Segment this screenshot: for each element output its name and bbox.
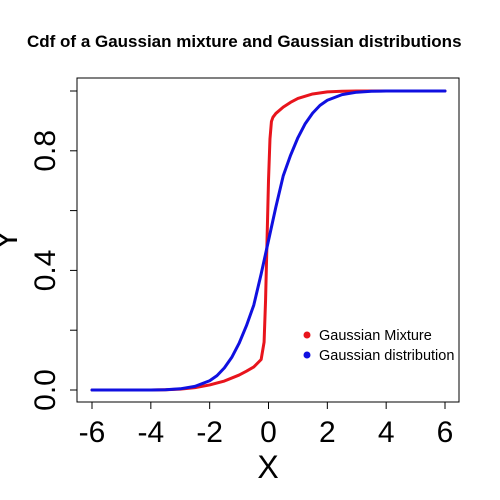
x-tick-label: 0 xyxy=(260,416,277,449)
legend-label-gaussian-mixture: Gaussian Mixture xyxy=(319,328,432,344)
series-line-gaussian-distribution xyxy=(90,89,447,392)
x-tick-label: -6 xyxy=(79,416,106,449)
y-axis-label: Y xyxy=(0,229,24,250)
x-tick-label: -4 xyxy=(137,416,164,449)
legend-label-gaussian-distribution: Gaussian distribution xyxy=(319,348,454,364)
y-tick-label: 0.4 xyxy=(29,250,62,292)
y-tick-label: 0.8 xyxy=(29,130,62,172)
x-axis: -6 -4 -2 0 2 4 6 xyxy=(79,401,454,449)
series-layer xyxy=(90,89,447,392)
y-tick-label: 0.0 xyxy=(29,369,62,411)
x-tick-label: 4 xyxy=(378,416,395,449)
legend-marker-gaussian-distribution xyxy=(303,351,311,359)
x-tick-label: 6 xyxy=(437,416,454,449)
legend-marker-gaussian-mixture xyxy=(303,331,311,339)
chart-title: Cdf of a Gaussian mixture and Gaussian d… xyxy=(27,32,462,51)
legend: Gaussian Mixture Gaussian distribution xyxy=(303,328,454,364)
x-tick-label: -2 xyxy=(196,416,223,449)
y-axis: 0.0 0.4 0.8 xyxy=(29,90,78,411)
x-axis-label: X xyxy=(257,449,278,485)
x-tick-label: 2 xyxy=(319,416,336,449)
